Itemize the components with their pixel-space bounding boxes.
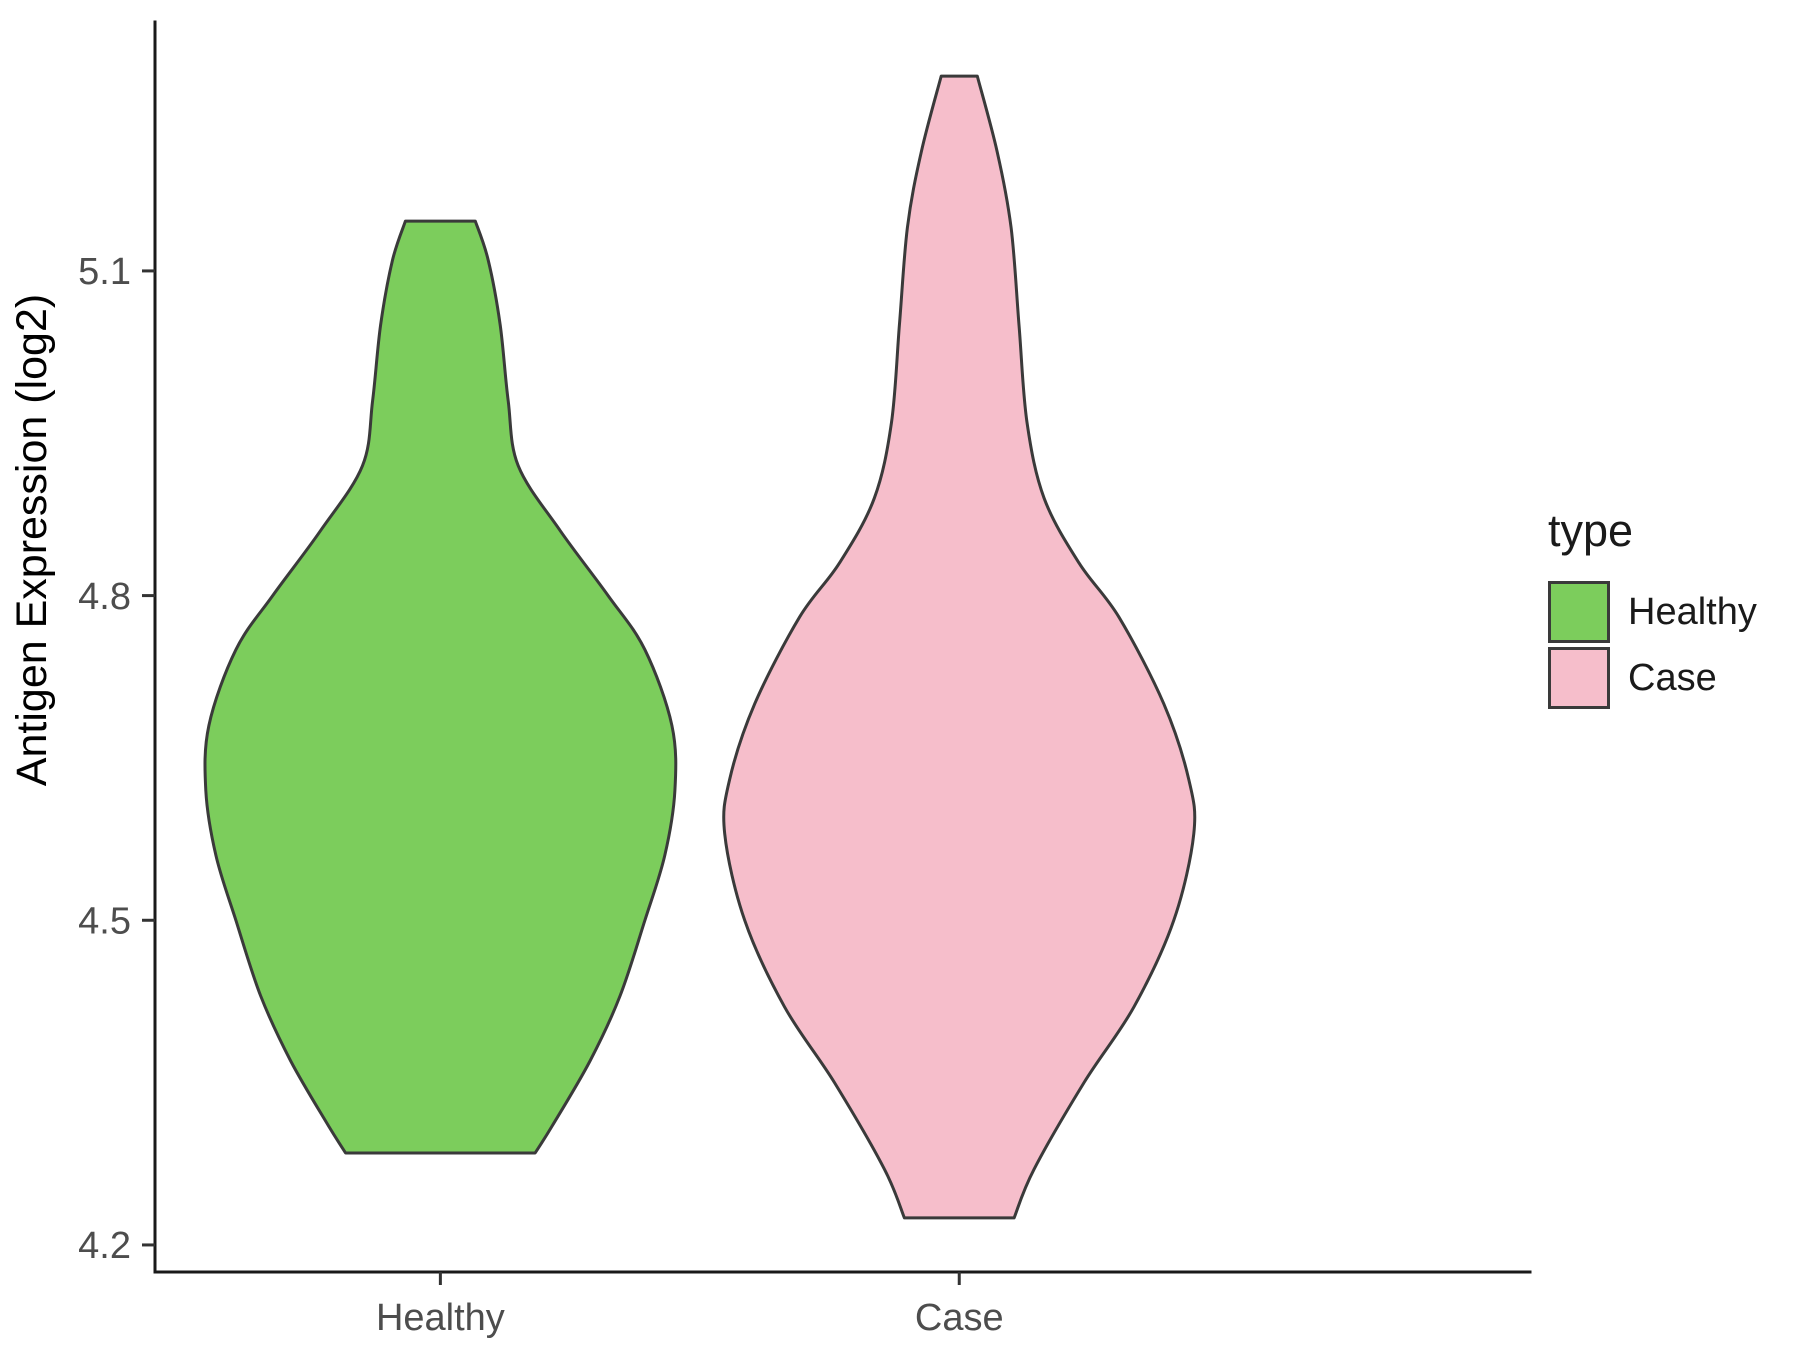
legend-item-healthy: Healthy	[1548, 579, 1757, 645]
y-tick-label: 4.5	[78, 901, 131, 943]
x-category-label-healthy: Healthy	[376, 1297, 505, 1339]
axis-lines	[153, 20, 1532, 1274]
y-tick-label: 5.1	[78, 251, 131, 293]
x-category-label-case: Case	[915, 1297, 1004, 1339]
legend: type Healthy Case	[1548, 505, 1757, 711]
y-tick-label: 4.8	[78, 576, 131, 618]
legend-title: type	[1548, 505, 1634, 556]
violin-case	[722, 74, 1197, 1220]
legend-item-case: Case	[1548, 645, 1757, 711]
violin-healthy	[203, 219, 678, 1155]
legend-key-healthy-swatch	[1548, 581, 1610, 643]
legend-label-case: Case	[1628, 656, 1717, 699]
legend-key-case-swatch	[1548, 647, 1610, 709]
y-tick-label: 4.2	[78, 1225, 131, 1267]
legend-label-healthy: Healthy	[1628, 590, 1757, 633]
y-axis-title: Antigen Expression (log2)	[8, 294, 56, 786]
